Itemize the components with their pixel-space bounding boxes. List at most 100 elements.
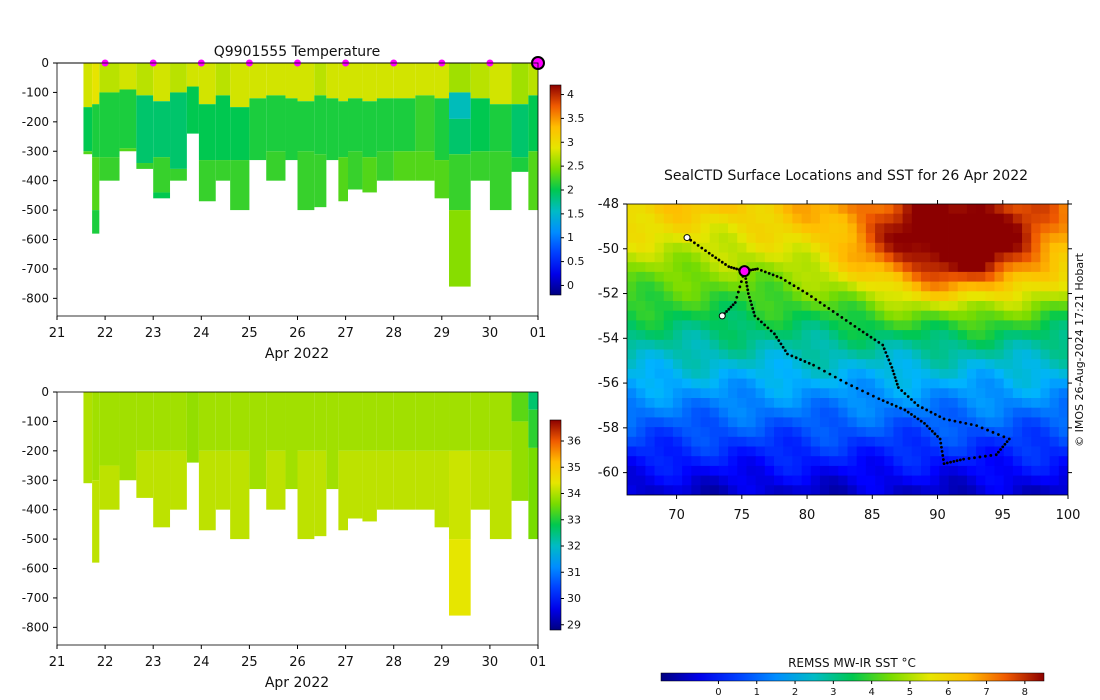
sst-cell: [893, 262, 904, 273]
sst-cell: [654, 271, 665, 282]
temperature-cell: [434, 160, 450, 199]
sst-cell: [911, 427, 922, 438]
sst-cell: [1040, 485, 1051, 495]
temperature-cell: [297, 151, 315, 211]
sst-cell: [1040, 368, 1051, 379]
sst-cell: [939, 446, 949, 457]
sst-cell: [893, 271, 904, 282]
sst-cell: [1049, 262, 1060, 273]
temperature-cell: [297, 63, 315, 102]
sst-cell: [691, 204, 701, 215]
sst-cell: [976, 330, 986, 341]
temperature-y-ticks: 0-100-200-300-400-500-600-700-800: [22, 56, 57, 305]
sst-cell: [976, 446, 986, 457]
sst-cell: [801, 310, 812, 321]
sst-cell: [764, 271, 775, 282]
sst-cell: [645, 291, 655, 302]
sst-cell: [985, 271, 995, 282]
sst-cell: [1040, 213, 1051, 224]
track-point: [814, 298, 818, 301]
sst-cell: [792, 427, 802, 438]
sst-cell: [682, 417, 692, 428]
sst-cell: [957, 456, 968, 467]
sst-cell: [1022, 359, 1032, 370]
sst-cell: [966, 320, 977, 331]
sst-cell: [865, 301, 876, 312]
temperature-cell: [83, 107, 93, 152]
sst-cell: [1049, 204, 1060, 215]
temperature-cell: [511, 104, 529, 158]
sst-cell: [663, 485, 674, 495]
sst-cell: [627, 330, 637, 341]
sst-cell: [663, 339, 674, 350]
salinity-cell: [511, 392, 529, 422]
sst-cell: [1058, 446, 1068, 457]
sst-cell: [774, 262, 784, 273]
sst-cell: [801, 281, 812, 292]
sst-cell: [921, 262, 931, 273]
sst-cell: [663, 407, 674, 418]
map-lon-ticks: 70 75 80 85 90 95 100: [668, 200, 1080, 523]
sst-cell: [948, 465, 959, 476]
sst-cell: [948, 378, 959, 389]
sst-cell: [985, 407, 995, 418]
sst-cell: [819, 398, 830, 409]
track-point: [749, 299, 752, 303]
sst-cell: [801, 223, 812, 234]
sst-cell: [645, 475, 655, 486]
sst-cell: [792, 281, 802, 292]
sst-cell: [792, 398, 802, 409]
map-cbtick-label: 5: [907, 687, 913, 698]
track-point: [948, 418, 951, 422]
salinity-cell: [338, 450, 349, 531]
sst-cell: [1049, 213, 1060, 224]
sst-cell: [1040, 281, 1051, 292]
temperature-ytick-label: -800: [22, 291, 49, 305]
sst-cell: [1012, 262, 1023, 273]
sst-cell: [957, 475, 968, 486]
sst-cell: [856, 339, 867, 350]
sst-cell: [865, 223, 876, 234]
sst-cell: [718, 339, 729, 350]
sst-cell: [801, 465, 812, 476]
sst-cell: [1012, 475, 1023, 486]
sst-cell: [948, 436, 959, 447]
sst-cell: [645, 465, 655, 476]
sst-cell: [819, 485, 830, 495]
sst-cell: [902, 339, 913, 350]
track-point: [916, 417, 920, 421]
temperature-xtick-label: 24: [193, 326, 210, 341]
salinity-cell: [92, 392, 100, 481]
sst-cell: [746, 339, 757, 350]
sst-cell: [1012, 281, 1023, 292]
track-point: [773, 332, 776, 336]
track-point: [857, 327, 861, 331]
sst-cell: [718, 446, 729, 457]
sst-cell: [838, 465, 848, 476]
sst-cell: [737, 407, 747, 418]
sst-cell: [728, 339, 738, 350]
sst-cell: [700, 349, 711, 360]
sst-cell: [672, 339, 683, 350]
sst-cell: [1058, 388, 1068, 399]
track-point: [910, 398, 913, 401]
sst-cell: [1058, 320, 1068, 331]
sst-cell: [902, 204, 913, 215]
sst-cell: [966, 446, 977, 457]
sst-cell: [948, 233, 959, 244]
track-point: [735, 295, 739, 299]
sst-cell: [636, 339, 646, 350]
sst-cell: [911, 475, 922, 486]
sst-cell: [847, 320, 858, 331]
salinity-cell: [266, 392, 286, 451]
sst-cell: [746, 407, 757, 418]
sst-cell: [672, 436, 683, 447]
sst-cell: [930, 242, 940, 253]
sst-cell: [1049, 252, 1060, 263]
sst-cell: [1040, 388, 1051, 399]
sst-cell: [764, 281, 775, 292]
sst-cell: [838, 310, 848, 321]
salinity-cell: [528, 392, 538, 410]
sst-cell: [911, 213, 922, 224]
sst-cell: [654, 204, 665, 215]
